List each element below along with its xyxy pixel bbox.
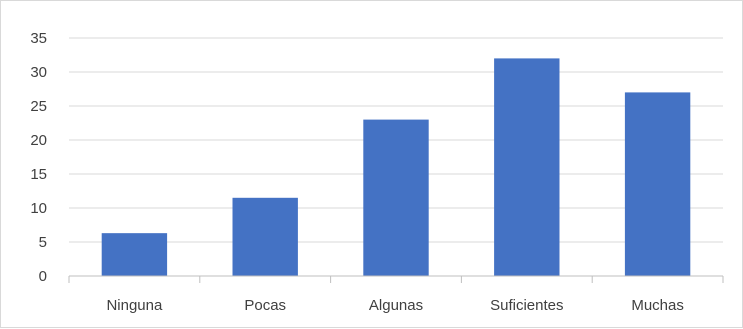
x-category-label: Pocas <box>244 297 286 314</box>
bars <box>101 58 691 277</box>
y-tick-label: 20 <box>30 132 47 149</box>
x-category-label: Muchas <box>631 297 684 314</box>
y-axis-tick-labels: 0 5 10 15 20 25 30 35 <box>30 30 47 285</box>
bar-pocas <box>232 197 298 276</box>
bar-algunas <box>363 119 429 276</box>
y-tick-label: 0 <box>39 268 47 285</box>
x-category-label: Algunas <box>369 297 423 314</box>
y-tick-label: 35 <box>30 30 47 47</box>
bar-ninguna <box>101 233 168 276</box>
y-tick-label: 10 <box>30 200 47 217</box>
x-axis <box>68 275 724 283</box>
y-tick-label: 15 <box>30 166 47 183</box>
bar-muchas <box>624 92 691 277</box>
x-category-label: Ninguna <box>106 297 163 314</box>
bar-suficientes <box>494 58 560 277</box>
y-tick-label: 5 <box>39 234 47 251</box>
x-axis-category-labels: Ninguna Pocas Algunas Suficientes Muchas <box>106 297 683 314</box>
x-category-label: Suficientes <box>490 297 563 314</box>
y-tick-label: 30 <box>30 64 47 81</box>
y-tick-label: 25 <box>30 98 47 115</box>
